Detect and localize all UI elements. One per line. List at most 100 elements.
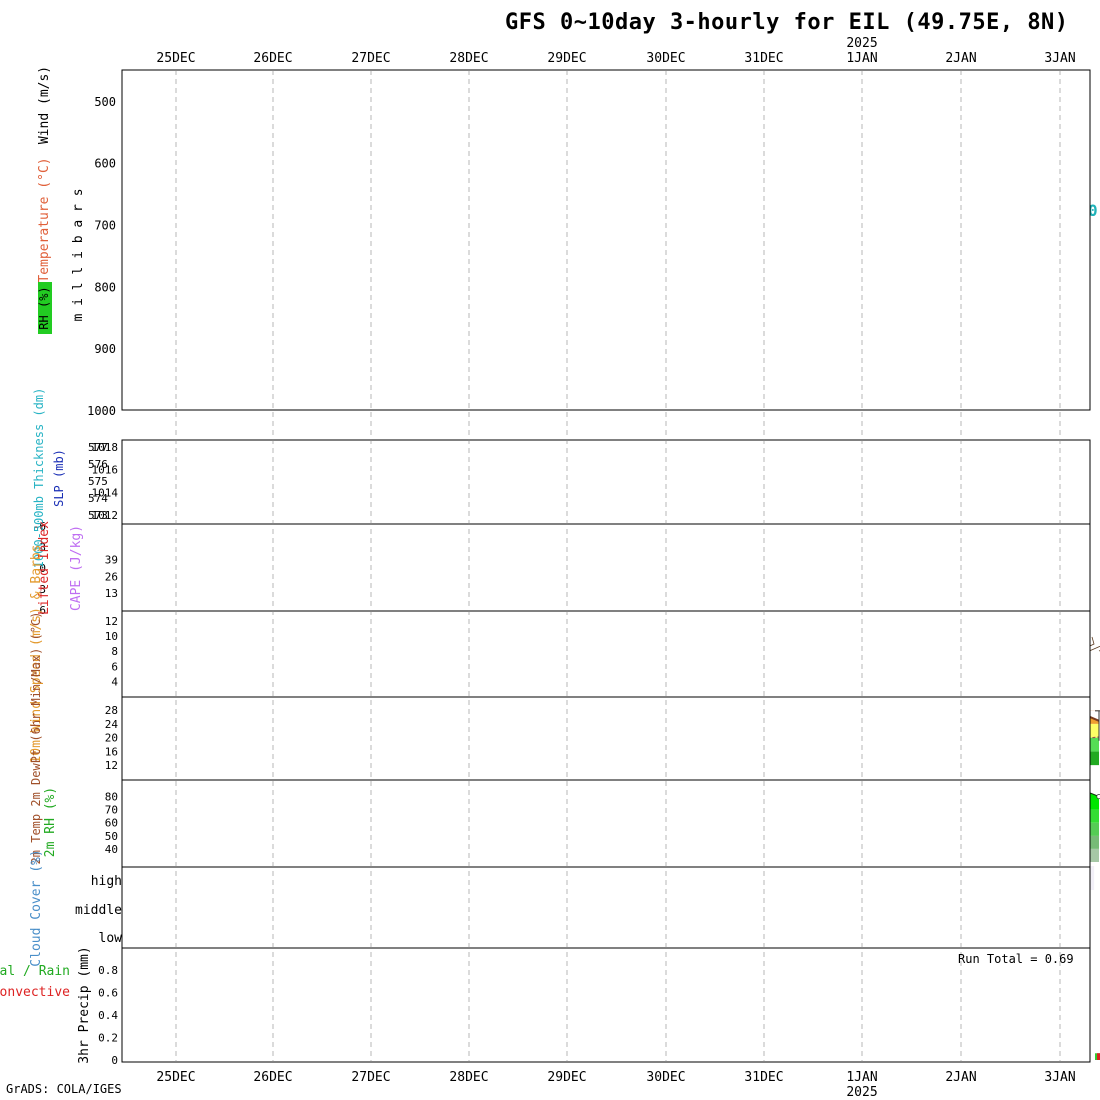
cloud-level-label: low [99,931,123,946]
panel-bg [122,867,1090,948]
bottom-day-label: 25DEC [156,1070,195,1085]
rh-tick-label: 50 [105,830,118,843]
pressure-tick-label: 600 [94,157,116,171]
bottom-day-label: 27DEC [351,1070,390,1085]
slp-tick-label: 1012 [92,509,119,522]
wind-legend-label: Wind (m/s) [37,66,52,144]
slp-axis-label: SLP (mb) [52,449,66,507]
cloud-level-label: high [91,874,122,889]
rh-legend-swatch [38,282,52,334]
temperature-legend-label: Temperature (°C) [37,157,52,282]
li-tick-label: 0 [39,562,46,575]
rh-2m-axis-label: 2m RH (%) [43,787,58,857]
rh-tick-label: 60 [105,817,118,830]
pressure-tick-label: 900 [94,342,116,356]
panel-bg [122,697,1090,780]
cape-axis-label: CAPE (J/kg) [69,525,84,611]
precip-total-legend: Total / Rain [0,964,70,979]
pressure-axis-label: m i l l i b a r s [71,188,86,321]
bottom-day-label: 3JAN [1044,1070,1075,1085]
precip-tick-label: 0.2 [98,1032,118,1045]
cape-tick-label: 13 [105,587,118,600]
precip-tick-label: 0.4 [98,1009,118,1022]
run-total-label: Run Total = 0.69 [958,952,1074,966]
pressure-tick-label: 800 [94,280,116,294]
wind-tick-label: 6 [111,660,118,673]
bottom-day-label: 2JAN [945,1070,976,1085]
slp-tick-label: 1016 [92,464,119,477]
bottom-day-label: 28DEC [449,1070,488,1085]
precip-axis-label: 3hr Precip (mm) [77,946,92,1063]
precip-convective-bar [1097,1053,1100,1060]
top-day-label: 2JAN [945,51,976,66]
rh-legend-label: RH (%) [37,286,51,329]
bottom-day-label: 1JAN [846,1070,877,1085]
top-year-label: 2025 [846,36,877,51]
rh-tick-label: 80 [105,791,118,804]
rh-tick-label: 40 [105,843,118,856]
top-day-label: 1JAN [846,51,877,66]
top-day-label: 31DEC [744,51,783,66]
wind-tick-label: 10 [105,630,118,643]
credit-label: GrADS: COLA/IGES [6,1082,122,1096]
pressure-tick-label: 500 [94,95,116,109]
precip-convective-legend: Convective [0,985,70,1000]
panel-bg [122,440,1090,524]
pressure-tick-label: 1000 [87,404,116,418]
bottom-year-label: 2025 [846,1085,877,1100]
chart-title: GFS 0~10day 3-hourly for EIL (49.75E, 8N… [505,10,1069,35]
rh-point [1096,793,1100,800]
bottom-day-label: 30DEC [646,1070,685,1085]
panel-bg [122,780,1090,867]
top-day-label: 28DEC [449,51,488,66]
slp-tick-label: 1018 [92,441,119,454]
wind-tick-label: 8 [111,645,118,658]
top-day-label: 27DEC [351,51,390,66]
temp-tick-label: 12 [105,759,118,772]
li-tick-label: -3 [33,541,46,554]
temp-tick-label: 28 [105,704,118,717]
panel-frame [121,947,1091,1063]
panel-bg [122,948,1090,1062]
top-day-label: 26DEC [253,51,292,66]
li-tick-label: -6 [33,520,46,533]
thickness-tick-label: 575 [88,475,108,488]
cape-tick-label: 26 [105,570,118,583]
li-tick-label: 3 [39,583,46,596]
time-axis: 25DEC 25DEC 26DEC 26DEC 27DEC 27DEC 28DEC 28DEC… [156,36,1075,1100]
cape-tick-label: 39 [105,554,118,567]
precip-tick-label: 0.8 [98,964,118,977]
top-day-label: 3JAN [1044,51,1075,66]
li-tick-label: 6 [39,604,46,617]
temp-tick-label: 24 [105,718,119,731]
temp-2m-axis-label: 2m Temp 2m DewPt (6hr Min/Max) (°C) [29,612,43,865]
panel-bg [122,611,1090,697]
temp-tick-label: 16 [105,745,118,758]
bottom-day-label: 26DEC [253,1070,292,1085]
top-day-label: 29DEC [547,51,586,66]
panel-frame [121,69,1091,411]
bottom-day-label: 31DEC [744,1070,783,1085]
vertical-grid [175,70,1061,1062]
rh-tick-label: 70 [105,804,118,817]
precip-tick-label: 0.6 [98,987,118,1000]
cloud-axis-label: Cloud Cover (%) [29,849,44,966]
temp-tick-label: 20 [105,732,118,745]
wind-tick-label: 4 [111,675,118,688]
panel-bg [122,524,1090,611]
thickness-axis-label: 1000-500mb Thickness (dm) [32,388,46,569]
precip-tick-label: 0 [111,1054,118,1067]
thickness-tick-label: 574 [88,492,108,505]
thickness-tick-label: 576 [88,458,108,471]
li-axis-label: Lifted Index [37,521,52,615]
top-day-label: 30DEC [646,51,685,66]
slp-tick-label: 1014 [92,486,119,499]
pressure-tick-label: 700 [94,219,116,233]
thickness-tick-label: 573 [88,509,108,522]
top-day-label: 25DEC [156,51,195,66]
wind-barb-10m [1089,645,1100,652]
panel-labels: Wind (m/s) Temperature (°C) RH (%) m i l l … [0,66,92,1064]
panel-bg [122,70,1090,410]
wind-tick-label: 12 [105,615,118,628]
